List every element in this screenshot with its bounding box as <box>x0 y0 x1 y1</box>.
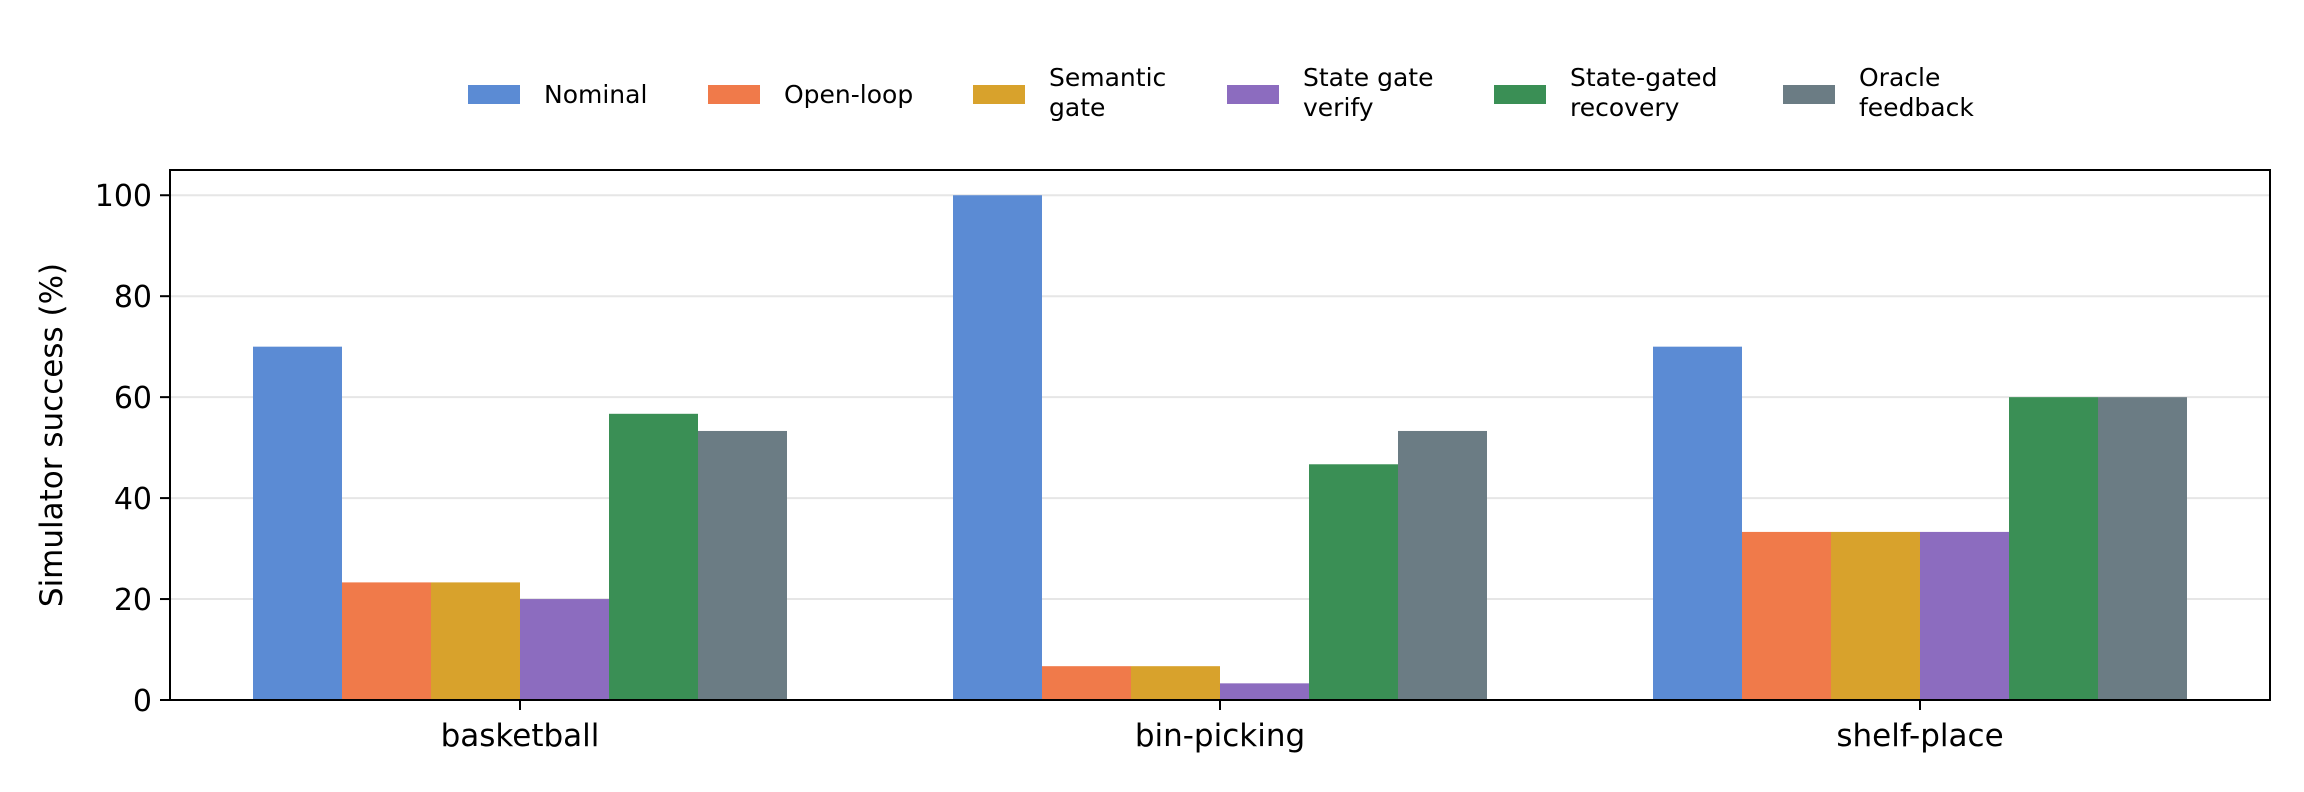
bar <box>253 346 342 700</box>
legend-label: Semantic <box>1049 63 1166 92</box>
bar <box>1742 531 1831 700</box>
legend-label: Nominal <box>544 80 647 109</box>
bar <box>1831 531 1920 700</box>
y-axis: 0 20 40 60 80 100 <box>95 179 170 719</box>
legend-item: Open-loop <box>708 80 913 109</box>
bar <box>520 599 609 700</box>
bars <box>253 195 2187 700</box>
legend-label: gate <box>1049 93 1105 122</box>
bar <box>1920 531 2009 700</box>
y-tick-label: 20 <box>114 583 152 618</box>
legend-item: Nominal <box>468 80 647 109</box>
legend-label: feedback <box>1859 93 1974 122</box>
x-tick-label: bin-picking <box>1135 718 1305 754</box>
legend-swatch <box>468 85 520 104</box>
legend-label: verify <box>1303 93 1374 122</box>
bar <box>609 413 698 700</box>
x-axis: basketball bin-picking shelf-place <box>441 700 2004 754</box>
y-tick-label: 60 <box>114 381 152 416</box>
legend-swatch <box>1494 85 1546 104</box>
bar <box>698 430 787 700</box>
legend-swatch <box>973 85 1025 104</box>
legend-swatch <box>1227 85 1279 104</box>
legend-label: State gate <box>1303 63 1434 92</box>
y-axis-title: Simulator success (%) <box>34 263 70 607</box>
legend-swatch <box>1783 85 1835 104</box>
bar <box>953 195 1042 700</box>
y-tick-label: 0 <box>133 684 152 719</box>
bar <box>1042 666 1131 700</box>
legend-label: State-gated <box>1570 63 1717 92</box>
bar <box>1653 346 1742 700</box>
y-tick-label: 100 <box>95 179 152 214</box>
legend-label: Oracle <box>1859 63 1940 92</box>
bar <box>431 582 520 700</box>
legend-swatch <box>708 85 760 104</box>
y-tick-label: 40 <box>114 482 152 517</box>
x-tick-label: basketball <box>441 718 600 754</box>
legend-label: Open-loop <box>784 80 913 109</box>
legend-label: recovery <box>1570 93 1680 122</box>
bar <box>342 582 431 700</box>
bar <box>2098 397 2187 700</box>
bar <box>1309 464 1398 700</box>
bar <box>1398 430 1487 700</box>
bar <box>1220 683 1309 700</box>
x-tick-label: shelf-place <box>1836 718 2003 754</box>
bar <box>2009 397 2098 700</box>
bar <box>1131 666 1220 700</box>
y-tick-label: 80 <box>114 280 152 315</box>
